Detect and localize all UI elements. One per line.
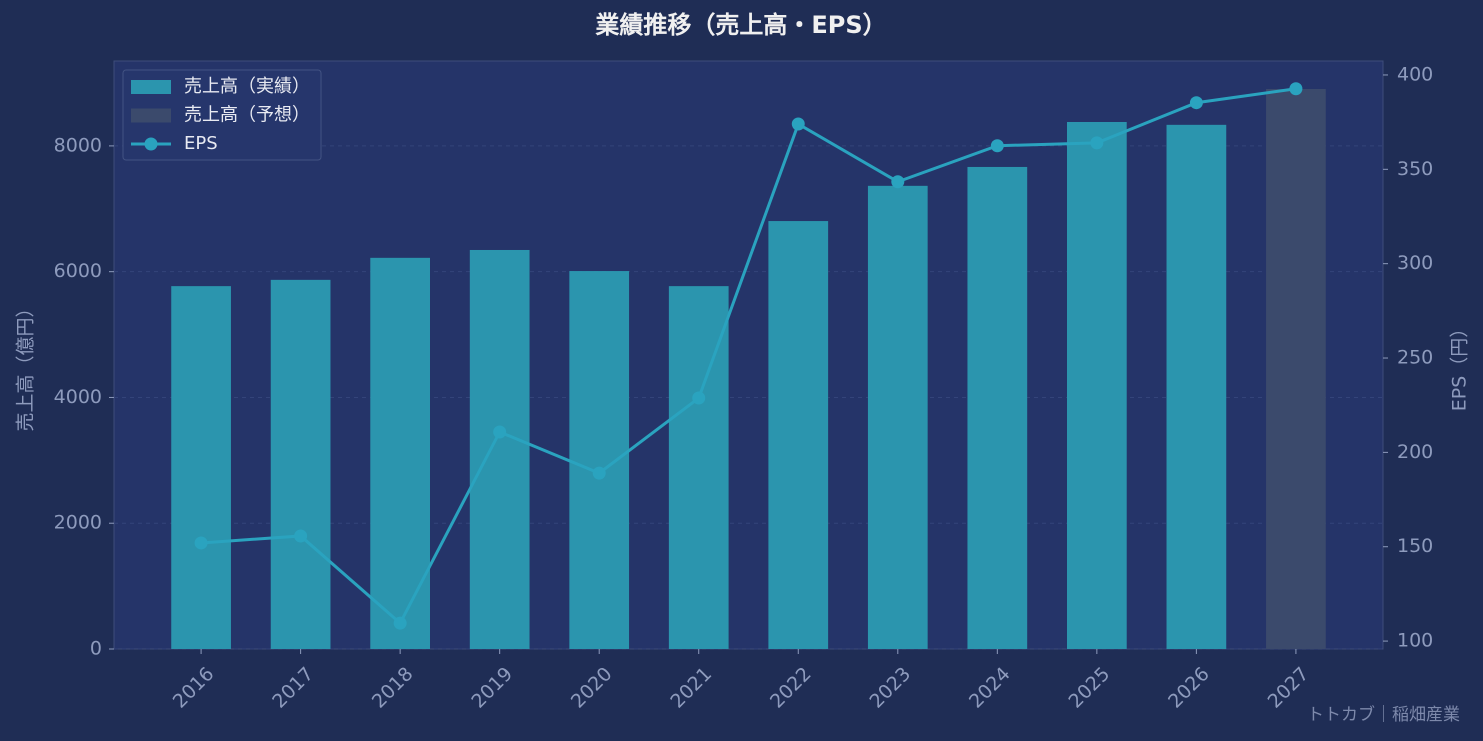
y-axis-label: 売上高（億円） [15,298,37,431]
bar [469,249,530,649]
y-tick-label: 8000 [54,134,102,156]
y-tick-label: 4000 [54,386,102,408]
legend-label: 売上高（予想） [184,105,310,126]
y2-tick-label: 350 [1397,158,1433,180]
y-tick-label: 0 [90,638,102,660]
y2-tick-label: 250 [1397,347,1433,369]
line [200,87,1297,626]
y-tick-label: 2000 [54,512,102,534]
y2-axis-label: EPS（円） [1449,319,1471,412]
legend-box [122,69,322,161]
line-marker [891,175,905,189]
legend-swatch [131,80,171,94]
legend-swatch [131,108,171,123]
bar [171,286,231,649]
y-tick-label: 6000 [54,260,102,282]
line-marker [393,616,407,630]
y2-tick-label: 150 [1397,535,1433,557]
line-marker [1289,82,1303,96]
watermark: トトカブ｜稲畑産業 [1307,704,1460,725]
y2-tick-label: 400 [1397,63,1433,85]
y2-tick-label: 300 [1397,252,1433,274]
legend-label: 売上高（実績） [184,76,310,97]
bar [270,279,331,649]
line-marker [194,536,208,550]
bar [569,271,630,649]
line-marker [592,466,606,480]
legend-label: EPS [184,133,218,154]
bar [1066,122,1127,649]
line-marker [294,529,308,543]
legend-swatch [144,137,158,151]
line-marker [1189,96,1203,110]
bar [867,185,928,649]
line-marker [791,117,805,131]
y2-tick-label: 100 [1397,630,1433,652]
y2-tick-label: 200 [1397,441,1433,463]
bar [1166,124,1227,650]
bar [967,166,1028,650]
line-marker [990,139,1004,153]
bar [768,221,829,649]
bar [1266,88,1326,649]
bar [370,257,431,649]
chart-title: 業績推移（売上高・EPS） [595,11,886,39]
line-marker [493,425,507,439]
line-marker [692,391,706,405]
line-marker [1090,136,1104,150]
